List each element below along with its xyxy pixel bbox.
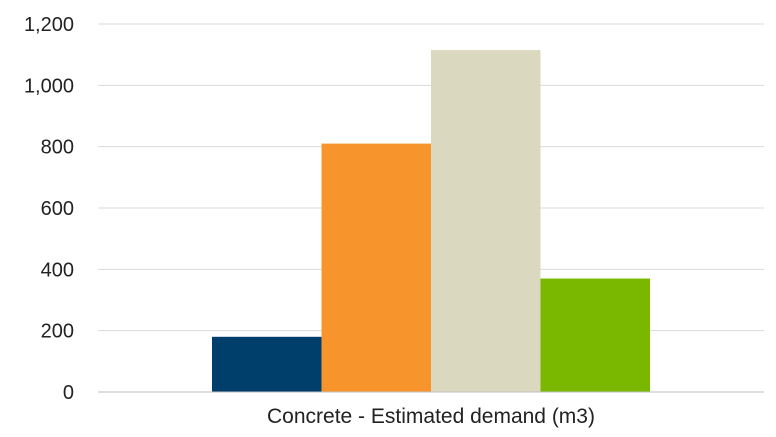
x-axis-category-labels: Concrete - Estimated demand (m3) [267, 405, 595, 428]
bar-series-2 [321, 143, 431, 392]
bar-series-4 [540, 278, 650, 392]
y-tick-label: 600 [41, 198, 74, 220]
bars [212, 50, 650, 393]
y-tick-label: 1,200 [24, 14, 74, 36]
y-tick-label: 200 [41, 321, 74, 343]
y-tick-label: 0 [63, 382, 74, 404]
x-category-label: Concrete - Estimated demand (m3) [267, 405, 595, 428]
y-tick-label: 1,000 [24, 75, 74, 97]
y-tick-label: 800 [41, 137, 74, 159]
bar-series-1 [212, 336, 322, 392]
y-tick-label: 400 [41, 259, 74, 281]
y-axis-tick-labels: 0 200 400 600 800 1,000 1,200 [24, 14, 74, 404]
bar-series-3 [431, 50, 541, 393]
